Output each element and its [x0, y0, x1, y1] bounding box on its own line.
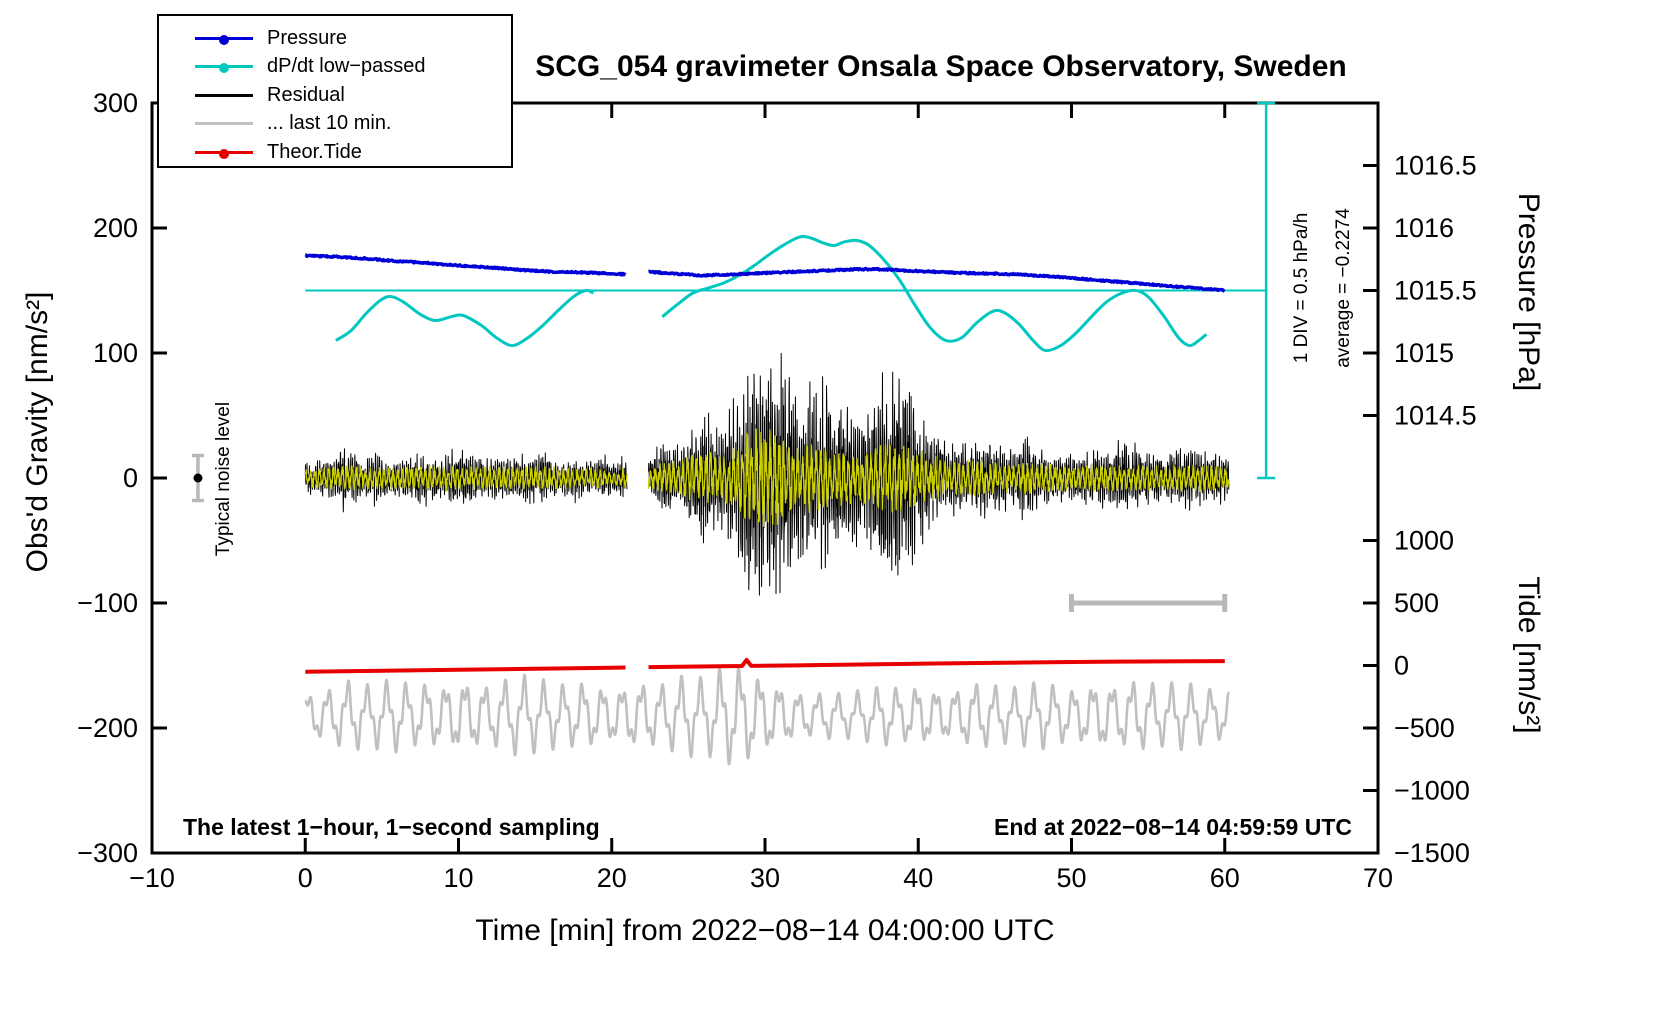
series-residual-lowpassed [304, 428, 1230, 528]
legend-marker-last10 [195, 122, 253, 126]
svg-text:−300: −300 [77, 838, 138, 868]
legend-item-residual: Residual [159, 81, 511, 110]
svg-text:1015: 1015 [1394, 338, 1454, 368]
legend-item-label: Pressure [267, 26, 348, 49]
svg-text:−100: −100 [77, 588, 138, 618]
svg-text:40: 40 [903, 863, 933, 893]
legend-item-last10: ... last 10 min. [159, 110, 511, 139]
svg-text:20: 20 [597, 863, 627, 893]
svg-text:500: 500 [1394, 588, 1439, 618]
series-dpdt [335, 234, 1208, 353]
svg-text:100: 100 [93, 338, 138, 368]
legend-item-label: dP/dt low−passed [267, 55, 426, 78]
legend-marker-dot [219, 148, 229, 159]
legend-marker-tide [195, 148, 253, 159]
svg-text:−1000: −1000 [1394, 776, 1470, 806]
end-time-note: End at 2022−08−14 04:59:59 UTC [994, 814, 1352, 840]
series-last10-trace [304, 666, 1231, 766]
legend-item-dpdt: dP/dt low−passed [159, 53, 511, 82]
legend-item-label: ... last 10 min. [267, 112, 392, 135]
svg-text:70: 70 [1363, 863, 1393, 893]
gravity-axis-label: Obs'd Gravity [nm/s²] [21, 291, 54, 573]
legend-item-label: Theor.Tide [267, 140, 362, 163]
svg-text:−10: −10 [129, 863, 175, 893]
svg-text:1016.5: 1016.5 [1394, 151, 1477, 181]
chart-title: SCG_054 gravimeter Onsala Space Observat… [535, 50, 1347, 83]
svg-text:−1500: −1500 [1394, 838, 1470, 868]
svg-text:10: 10 [443, 863, 473, 893]
dpdt-div-scale [1257, 101, 1276, 480]
svg-text:200: 200 [93, 213, 138, 243]
legend: Pressure dP/dt low−passed Residual ... l… [157, 14, 513, 168]
svg-text:300: 300 [93, 88, 138, 118]
svg-text:0: 0 [123, 463, 138, 493]
legend-marker-dot [219, 63, 229, 74]
legend-marker-pressure [195, 34, 253, 45]
legend-item-tide: Theor.Tide [159, 138, 511, 167]
tide-axis-label: Tide [nm/s²] [1512, 576, 1545, 734]
svg-text:1015.5: 1015.5 [1394, 276, 1477, 306]
svg-text:60: 60 [1210, 863, 1240, 893]
last10-scalebar [1069, 594, 1228, 612]
legend-marker-dpdt [195, 63, 253, 74]
legend-marker-dot [219, 34, 229, 45]
svg-text:50: 50 [1056, 863, 1086, 893]
average-label: average = −0.2274 [1333, 208, 1354, 368]
series-pressure [304, 253, 1226, 293]
div-scale-label: 1 DIV = 0.5 hPa/h [1291, 212, 1312, 364]
noise-level-marker [191, 453, 204, 503]
svg-text:1014.5: 1014.5 [1394, 401, 1477, 431]
svg-text:0: 0 [1394, 651, 1409, 681]
pressure-axis-label: Pressure [hPa] [1512, 192, 1545, 392]
legend-marker-residual [195, 93, 253, 97]
svg-text:−500: −500 [1394, 713, 1455, 743]
axes: −10 0 10 20 30 40 50 60 703002001000−100−200−300… [77, 88, 1476, 893]
series-theor-tide [305, 657, 1225, 674]
x-axis-label: Time [min] from 2022−08−14 04:00:00 UTC [475, 914, 1055, 947]
legend-item-pressure: Pressure [159, 24, 511, 53]
legend-item-label: Residual [267, 83, 345, 106]
svg-text:1000: 1000 [1394, 526, 1454, 556]
svg-text:30: 30 [750, 863, 780, 893]
svg-text:1016: 1016 [1394, 213, 1454, 243]
noise-level-label: Typical noise level [213, 401, 234, 557]
svg-text:−200: −200 [77, 713, 138, 743]
svg-text:0: 0 [298, 863, 313, 893]
sampling-note: The latest 1−hour, 1−second sampling [183, 814, 600, 840]
